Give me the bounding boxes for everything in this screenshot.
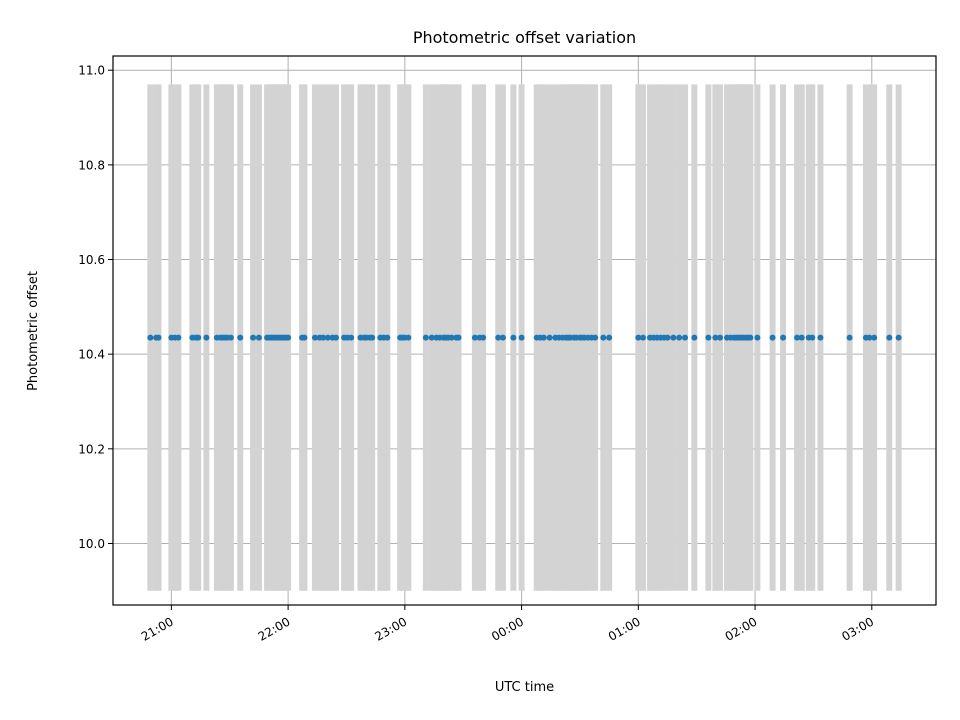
data-point — [670, 334, 677, 341]
data-point — [798, 334, 805, 341]
data-point — [510, 334, 517, 341]
data-point — [747, 334, 754, 341]
data-point — [769, 334, 776, 341]
data-point — [705, 334, 712, 341]
data-point — [676, 334, 683, 341]
y-axis-ticks: 10.0 10.2 10.4 10.6 10.8 11.0 — [78, 64, 113, 551]
y-tick-label: 10.2 — [78, 442, 105, 456]
x-axis-label: UTC time — [495, 680, 554, 695]
data-point — [540, 334, 547, 341]
data-point — [203, 334, 210, 341]
data-point — [895, 334, 902, 341]
data-point — [369, 334, 376, 341]
data-point — [255, 334, 262, 341]
data-point — [448, 334, 455, 341]
data-point — [606, 334, 613, 341]
data-point — [175, 334, 182, 341]
data-point — [455, 334, 462, 341]
data-point — [635, 334, 642, 341]
data-point — [471, 334, 478, 341]
data-point — [147, 334, 154, 341]
data-point — [712, 334, 719, 341]
y-tick-label: 10.4 — [78, 348, 105, 362]
data-point — [817, 334, 824, 341]
data-point — [499, 334, 506, 341]
data-point — [480, 334, 487, 341]
data-point — [691, 334, 698, 341]
plot-area-frame — [112, 55, 937, 606]
data-point — [155, 334, 162, 341]
data-point — [866, 334, 873, 341]
data-point — [717, 334, 724, 341]
data-point — [592, 334, 599, 341]
data-point — [324, 334, 331, 341]
data-point — [846, 334, 853, 341]
data-point — [809, 334, 816, 341]
data-point — [285, 334, 292, 341]
data-point — [332, 334, 339, 341]
data-point — [794, 334, 801, 341]
y-axis-label: Photometric offset — [26, 271, 41, 391]
data-point — [311, 334, 318, 341]
data-point — [754, 334, 761, 341]
data-point — [405, 334, 412, 341]
data-point — [428, 334, 435, 341]
data-point — [600, 334, 607, 341]
data-point — [664, 334, 671, 341]
data-point — [250, 334, 257, 341]
y-tick-label: 10.0 — [78, 537, 105, 551]
chart-title: Photometric offset variation — [413, 28, 636, 47]
data-point — [518, 334, 525, 341]
y-tick-label: 10.6 — [78, 253, 105, 267]
data-point — [384, 334, 391, 341]
data-point — [682, 334, 689, 341]
data-point — [546, 334, 553, 341]
data-point — [237, 334, 244, 341]
data-point — [227, 334, 234, 341]
data-points — [147, 334, 902, 341]
data-point — [495, 334, 502, 341]
data-point — [320, 334, 327, 341]
y-tick-label: 11.0 — [78, 64, 105, 78]
y-tick-label: 10.8 — [78, 158, 105, 172]
data-point — [422, 334, 429, 341]
data-point — [780, 334, 787, 341]
data-point — [886, 334, 893, 341]
data-point — [871, 334, 878, 341]
data-point — [195, 334, 202, 341]
data-point — [639, 334, 646, 341]
data-point — [348, 334, 355, 341]
data-point — [301, 334, 308, 341]
